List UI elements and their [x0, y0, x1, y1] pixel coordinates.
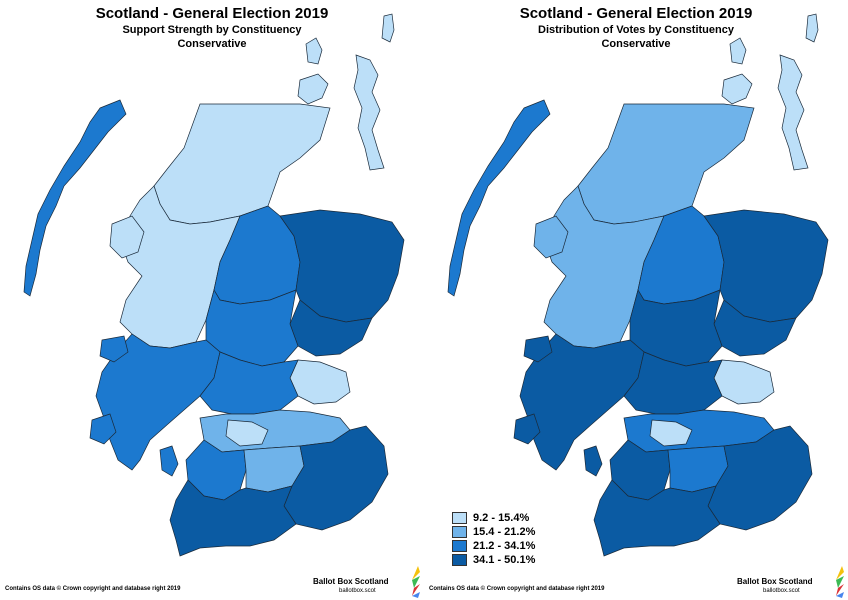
right-scotland-map [447, 13, 829, 557]
right-credit: Contains OS data © Crown copyright and d… [429, 586, 605, 592]
right-subtitle: Distribution of Votes by Constituency [538, 24, 734, 36]
orkney-islands [729, 37, 747, 65]
right-titles: Scotland - General Election 2019 Distrib… [424, 4, 848, 51]
western-isles-region [447, 99, 551, 297]
dumfries-constituency [593, 479, 721, 557]
right-brand-url: ballotbox.scot [763, 588, 800, 594]
mull-island [523, 335, 553, 363]
glasgow-inner [649, 419, 693, 447]
left-titles: Scotland - General Election 2019 Support… [0, 4, 424, 51]
legend-label: 34.1 - 50.1% [473, 554, 536, 566]
orkney-islands [305, 37, 323, 65]
legend-swatch [452, 554, 467, 566]
left-party: Conservative [177, 38, 247, 50]
islay-island [513, 413, 541, 445]
legend-label: 21.2 - 34.1% [473, 540, 536, 552]
left-credit: Contains OS data © Crown copyright and d… [5, 586, 181, 592]
right-map-panel: Scotland - General Election 2019 Distrib… [424, 0, 848, 600]
legend-swatch [452, 526, 467, 538]
central-belt-north [199, 351, 299, 415]
legend-row: 34.1 - 50.1% [452, 553, 535, 567]
right-party: Conservative [601, 38, 671, 50]
right-brand-name: Ballot Box Scotland [737, 577, 813, 586]
highland-north-constituency [153, 103, 331, 225]
dumfries-constituency [169, 479, 297, 557]
arran-island [583, 445, 603, 477]
legend-row: 21.2 - 34.1% [452, 539, 535, 553]
islay-island [89, 413, 117, 445]
orkney-region [297, 73, 329, 105]
legend-swatch [452, 540, 467, 552]
skye-island [533, 215, 569, 259]
left-brand: Ballot Box Scotland ballotbox.scot [313, 577, 413, 596]
western-isles-region [23, 99, 127, 297]
orkney-region [721, 73, 753, 105]
legend-label: 9.2 - 15.4% [473, 512, 530, 524]
arran-island [159, 445, 179, 477]
skye-island [109, 215, 145, 259]
legend: 9.2 - 15.4% 15.4 - 21.2% 21.2 - 34.1% 34… [452, 511, 535, 567]
left-title: Scotland - General Election 2019 [95, 5, 329, 22]
ballot-box-logo-icon [836, 566, 844, 598]
argyll-constituency [519, 333, 645, 471]
fife-constituency [289, 359, 351, 405]
central-belt-north [623, 351, 723, 415]
glasgow-inner [225, 419, 269, 447]
highland-north-constituency [577, 103, 755, 225]
legend-row: 9.2 - 15.4% [452, 511, 535, 525]
argyll-constituency [95, 333, 221, 471]
left-map-panel: Scotland - General Election 2019 Support… [0, 4, 424, 598]
left-brand-name: Ballot Box Scotland [313, 577, 389, 586]
fife-constituency [713, 359, 775, 405]
right-title: Scotland - General Election 2019 [519, 5, 753, 22]
mull-island [99, 335, 129, 363]
right-brand: Ballot Box Scotland ballotbox.scot [737, 577, 837, 596]
legend-swatch [452, 512, 467, 524]
legend-row: 15.4 - 21.2% [452, 525, 535, 539]
ballot-box-logo-icon [412, 566, 420, 598]
shetland-region [353, 54, 385, 171]
legend-label: 15.4 - 21.2% [473, 526, 536, 538]
left-subtitle: Support Strength by Constituency [122, 24, 302, 36]
shetland-island [381, 13, 395, 43]
left-scotland-map [23, 13, 405, 557]
left-brand-url: ballotbox.scot [339, 588, 376, 594]
shetland-region [777, 54, 809, 171]
shetland-island [805, 13, 819, 43]
